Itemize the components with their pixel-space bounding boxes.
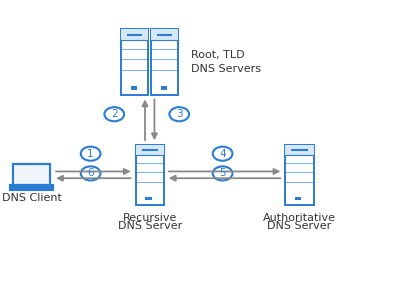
Bar [161, 86, 167, 90]
Text: DNS Servers: DNS Servers [191, 64, 261, 74]
Text: Root, TLD: Root, TLD [191, 50, 245, 60]
Text: 5: 5 [219, 168, 226, 179]
Circle shape [104, 107, 124, 121]
Text: DNS Client: DNS Client [2, 193, 61, 203]
Circle shape [81, 147, 100, 161]
Circle shape [213, 166, 232, 180]
Text: Authoritative: Authoritative [263, 213, 336, 223]
Bar [13, 164, 50, 186]
Bar [121, 29, 148, 40]
Bar [131, 86, 137, 90]
Bar [295, 197, 301, 200]
Bar [151, 29, 178, 40]
Text: 4: 4 [219, 149, 226, 159]
Bar [151, 29, 178, 95]
Text: 1: 1 [87, 149, 94, 159]
Bar [136, 144, 164, 205]
Text: 3: 3 [176, 109, 182, 119]
Circle shape [169, 107, 189, 121]
Text: DNS Server: DNS Server [117, 221, 182, 231]
Text: 2: 2 [111, 109, 117, 119]
Bar [145, 197, 152, 200]
Bar [285, 144, 314, 205]
Bar [15, 165, 48, 184]
Circle shape [81, 166, 100, 180]
Bar [136, 144, 164, 155]
Text: 6: 6 [87, 168, 94, 179]
Circle shape [213, 147, 232, 161]
Text: Recursive: Recursive [123, 213, 177, 223]
Text: DNS Server: DNS Server [267, 221, 332, 231]
Bar [285, 144, 314, 155]
Bar [10, 186, 53, 191]
Bar [121, 29, 148, 95]
